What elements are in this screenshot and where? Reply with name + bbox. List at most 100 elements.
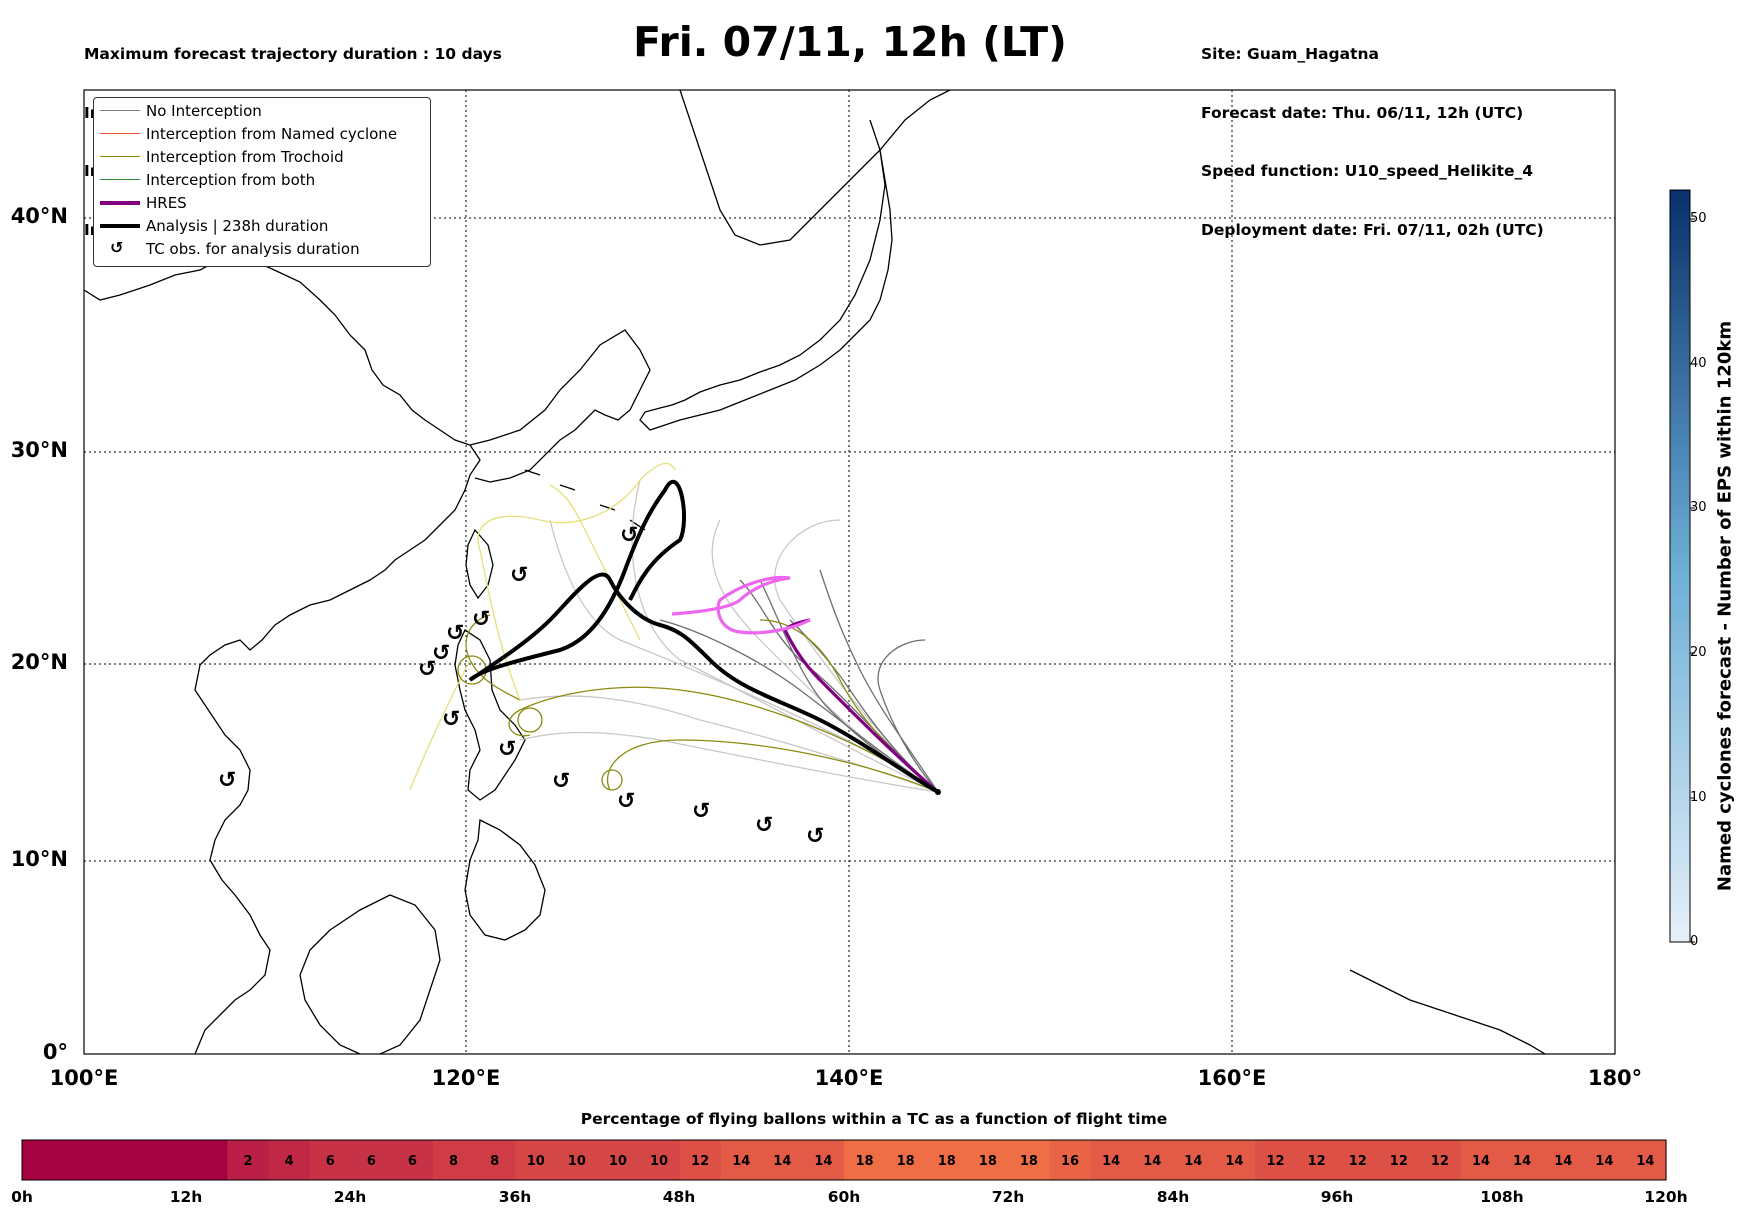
trajectory-trochoid (549, 484, 641, 641)
tc-observations: ↺ ↺ ↺ ↺ ↺ ↺ ↺ ↺ ↺ ↺ ↺ ↺ ↺ ↺ (218, 523, 824, 849)
coastlines (84, 90, 1546, 1054)
trajectory-trochoid (606, 739, 939, 793)
legend-label: HRES (146, 194, 187, 212)
flight-time-cell (474, 1140, 516, 1180)
flight-time-cell-label: 14 (1554, 1154, 1572, 1169)
trajectory-trochoid (409, 659, 471, 791)
flight-time-tick: 120h (1644, 1188, 1688, 1206)
lat-label: 30°N (10, 438, 68, 462)
flight-time-cell (1172, 1140, 1215, 1180)
coast-philippines-south (464, 818, 546, 941)
lon-label: 100°E (49, 1066, 119, 1090)
flight-time-cell (597, 1140, 640, 1180)
flight-time-cell (1460, 1140, 1503, 1180)
flight-time-cell-label: 14 (814, 1154, 832, 1169)
colorbar-tick-label: 50 (1690, 211, 1707, 226)
header-right-line: Speed function: U10_speed_Helikite_4 (1201, 162, 1534, 180)
tc-obs-icon: ↺ (552, 769, 570, 794)
flight-time-cell (556, 1140, 598, 1180)
flight-time-cell (1378, 1140, 1420, 1180)
flight-time-cell-label: 14 (1225, 1154, 1243, 1169)
header-right: Site: Guam_Hagatna Forecast date: Thu. 0… (1201, 6, 1544, 260)
flight-time-cell-label: 14 (773, 1154, 791, 1169)
tc-obs-icon: ↺ (510, 563, 528, 588)
flight-time-cell (885, 1140, 927, 1180)
flight-time-cell (679, 1140, 722, 1180)
lat-label: 10°N (10, 847, 68, 871)
analysis-track (468, 479, 940, 794)
flight-time-cell-label: 12 (1390, 1154, 1408, 1169)
colorbar-tick-label: 0 (1690, 934, 1699, 949)
legend-label: Interception from Named cyclone (146, 125, 398, 143)
flight-time-cell-label: 2 (244, 1154, 253, 1169)
legend-label: Interception from both (146, 171, 316, 189)
flight-time-cell (1583, 1140, 1626, 1180)
legend-item: Interception from Named cyclone (94, 123, 430, 145)
flight-time-tick: 96h (1320, 1188, 1354, 1206)
coast-new-guinea (1349, 969, 1546, 1054)
flight-time-cell-label: 14 (1595, 1154, 1613, 1169)
coast-korea (469, 329, 651, 483)
flight-time-cell-label: 14 (1472, 1154, 1490, 1169)
flight-time-cell-label: 12 (1308, 1154, 1326, 1169)
flight-time-tick: 0h (11, 1188, 33, 1206)
tc-obs-icon: ↺ (442, 707, 460, 732)
coast-sakhalin (679, 90, 951, 246)
flight-time-cell (1008, 1140, 1051, 1180)
flight-time-cell (802, 1140, 845, 1180)
colorbar-tick-label: 10 (1690, 790, 1707, 805)
flight-time-cell-label: 14 (1513, 1154, 1531, 1169)
flight-time-cell (433, 1140, 475, 1180)
tc-obs-icon: ↺ (110, 238, 124, 257)
flight-time-tick: 72h (991, 1188, 1025, 1206)
flight-time-bar-frame (21, 1139, 1667, 1181)
legend-item: Interception from Trochoid (94, 146, 430, 168)
tc-obs-icon: ↺ (806, 824, 824, 849)
hres-loop (671, 575, 811, 635)
coast-taiwan (465, 528, 494, 600)
flight-time-cell (1213, 1140, 1256, 1180)
legend-swatch (100, 224, 140, 228)
flight-time-cell (1501, 1140, 1544, 1180)
lat-label: 20°N (10, 650, 68, 674)
flight-time-cell (638, 1140, 681, 1180)
legend-swatch (100, 179, 140, 180)
flight-time-cell-label: 14 (1184, 1154, 1202, 1169)
flight-time-cell (1131, 1140, 1174, 1180)
flight-time-cell-label: 18 (979, 1154, 997, 1169)
trajectory-no-interception (877, 639, 939, 793)
flight-time-cell-label: 6 (408, 1154, 417, 1169)
flight-time-cell-label: 10 (609, 1154, 627, 1169)
flight-time-cell (145, 1140, 187, 1180)
flight-time-cell-label: 14 (732, 1154, 750, 1169)
lon-label: 180° (1587, 1066, 1643, 1090)
trajectory-loop (601, 769, 623, 791)
trajectory-no-interception (631, 479, 939, 793)
legend-item: Interception from both (94, 169, 430, 191)
flight-time-bar-title: Percentage of flying ballons within a TC… (580, 1110, 1168, 1128)
flight-time-cell (1090, 1140, 1133, 1180)
flight-time-cell-label: 6 (367, 1154, 376, 1169)
flight-time-cell (720, 1140, 763, 1180)
hres-track (783, 618, 940, 794)
flight-time-cell-label: 12 (1431, 1154, 1449, 1169)
legend-item: ↺ TC obs. for analysis duration (94, 238, 430, 260)
lat-label: 0° (42, 1040, 68, 1064)
flight-time-cell-label: 16 (1061, 1154, 1079, 1169)
lon-label: 140°E (814, 1066, 884, 1090)
trajectory-no-interception (659, 619, 939, 793)
flight-time-cell-label: 14 (1636, 1154, 1654, 1169)
tc-obs-icon: ↺ (432, 641, 450, 666)
coast-islands-ryukyu (524, 469, 646, 531)
legend-item: Analysis | 238h duration (94, 215, 430, 237)
colorbar-tick-label: 30 (1690, 500, 1707, 515)
site-marker (935, 789, 941, 795)
flight-time-tick: 48h (662, 1188, 696, 1206)
coast-luzon (454, 629, 526, 801)
flight-time-bar: 2 4 6 6 6 8 8 10 10 10 10 12 14 14 14 18 18 18 18 18 16 14 14 1… (21, 1139, 1667, 1181)
legend-label: TC obs. for analysis duration (146, 240, 360, 258)
flight-time-cell-label: 18 (1020, 1154, 1038, 1169)
flight-time-cell (268, 1140, 311, 1180)
header-right-line: Site: Guam_Hagatna (1201, 45, 1380, 63)
coast-borneo (299, 894, 441, 1054)
